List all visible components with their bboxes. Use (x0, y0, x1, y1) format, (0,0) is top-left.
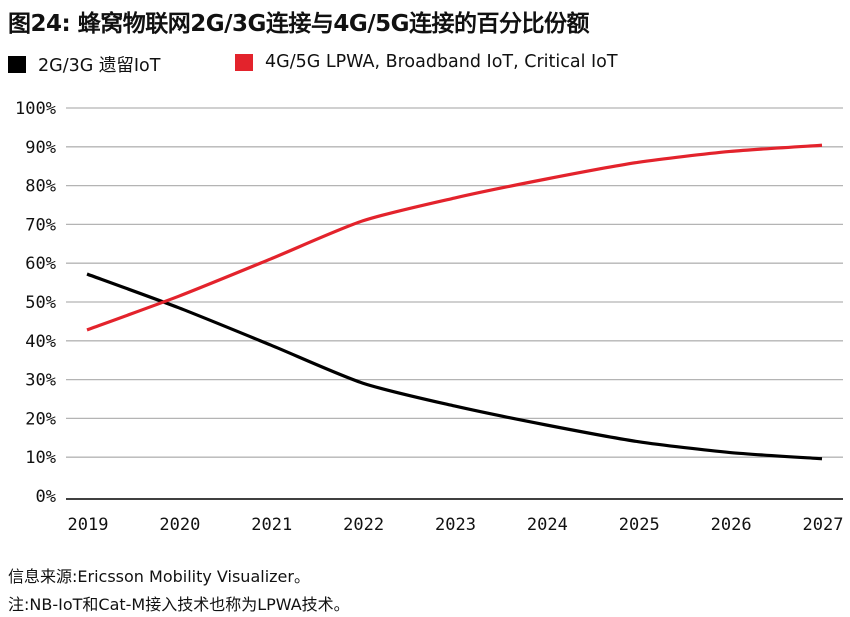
data-point-2g3g-2021 (269, 344, 272, 347)
source-note: 信息来源:Ericsson Mobility Visualizer。 (8, 567, 310, 586)
x-tick-label: 2025 (619, 515, 660, 535)
x-tick-label: 2024 (527, 515, 568, 535)
line-chart: 0% 10% 20% 30% 40% 50% 60% 70% 80% 90% 100% 2019 202… (15, 99, 844, 535)
data-point-2g3g-2027 (821, 457, 824, 460)
y-tick-label: 90% (25, 138, 56, 158)
data-point-4g5g-2022 (361, 219, 364, 222)
legend-item-2g3g: 2G/3G 遗留IoT (8, 52, 160, 77)
x-tick-label: 2026 (711, 515, 752, 535)
series-line-2g3g (86, 272, 823, 461)
legend-swatch-2g3g (8, 56, 26, 73)
data-point-4g5g-2025 (637, 161, 640, 164)
y-tick-label: 60% (25, 254, 56, 274)
data-point-2g3g-2022 (361, 382, 364, 385)
y-tick-label: 10% (25, 448, 56, 468)
x-tick-label: 2023 (435, 515, 476, 535)
data-point-2g3g-2023 (453, 404, 456, 407)
y-tick-label: 20% (25, 409, 56, 429)
legend-label-2g3g: 2G/3G 遗留IoT (38, 56, 161, 76)
y-tick-label: 40% (25, 332, 56, 352)
data-point-4g5g-2026 (729, 150, 732, 153)
data-point-4g5g-2019 (86, 328, 89, 331)
data-point-2g3g-2019 (86, 273, 89, 276)
data-point-4g5g-2021 (269, 257, 272, 260)
y-tick-label: 0% (36, 487, 56, 507)
data-point-2g3g-2024 (545, 423, 548, 426)
data-point-2g3g-2020 (177, 306, 180, 309)
y-tick-label: 80% (25, 177, 56, 197)
y-tick-label: 30% (25, 371, 56, 391)
data-point-4g5g-2023 (453, 197, 456, 200)
y-tick-label: 50% (25, 293, 56, 313)
x-tick-label: 2021 (251, 515, 292, 535)
legend-label-4g5g: 4G/5G LPWA, Broadband IoT, Critical IoT (265, 52, 618, 72)
data-point-2g3g-2026 (729, 451, 732, 454)
x-tick-label: 2019 (68, 515, 109, 535)
footnote: 注:NB-IoT和Cat-M接入技术也称为LPWA技术。 (8, 595, 350, 614)
series-line-4g5g (86, 143, 823, 332)
data-point-4g5g-2027 (821, 144, 824, 147)
x-tick-label: 2027 (803, 515, 844, 535)
legend-swatch-4g5g (235, 53, 253, 71)
x-tick-label: 2020 (159, 515, 200, 535)
legend-item-4g5g: 4G/5G LPWA, Broadband IoT, Critical IoT (235, 52, 618, 72)
data-point-2g3g-2025 (637, 440, 640, 443)
y-tick-label: 100% (15, 99, 56, 119)
chart-title: 图24: 蜂窝物联网2G/3G连接与4G/5G连接的百分比份额 (8, 11, 590, 37)
x-tick-label: 2022 (343, 515, 384, 535)
data-point-4g5g-2020 (177, 295, 180, 298)
data-point-4g5g-2024 (545, 178, 548, 181)
y-tick-label: 70% (25, 215, 56, 235)
